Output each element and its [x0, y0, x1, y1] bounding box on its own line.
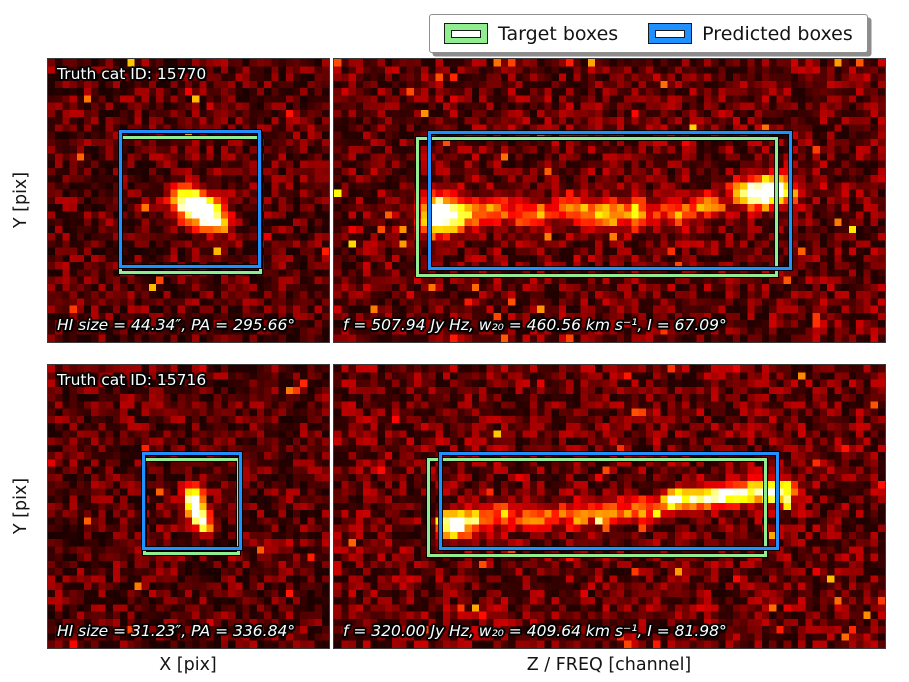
legend-entry-target: Target boxes [444, 23, 618, 45]
panel-spectral-15716: f = 320.00 Jy Hz, w₂₀ = 409.64 km s⁻¹, I… [333, 364, 886, 649]
measurement-annotation: HI size = 44.34″, PA = 295.66° [57, 316, 296, 335]
predicted-box [118, 128, 262, 269]
predicted-box [141, 451, 243, 551]
target-box-swatch-core [451, 29, 481, 38]
truth-cat-id-label: Truth cat ID: 15716 [57, 371, 207, 389]
measurement-annotation: f = 507.94 Jy Hz, w₂₀ = 460.56 km s⁻¹, I… [343, 316, 727, 335]
legend-entry-predicted: Predicted boxes [648, 23, 853, 45]
heatmap-canvas [334, 365, 885, 648]
predicted-box-swatch-icon [648, 23, 693, 44]
target-box [414, 135, 779, 279]
panel-spectral-15770: f = 507.94 Jy Hz, w₂₀ = 460.56 km s⁻¹, I… [333, 58, 886, 343]
panel-spatial-15770: Truth cat ID: 15770 HI size = 44.34″, PA… [47, 58, 330, 343]
heatmap-canvas [334, 59, 885, 342]
truth-cat-id-label: Truth cat ID: 15770 [57, 65, 207, 83]
measurement-annotation: HI size = 31.23″, PA = 336.84° [57, 622, 296, 641]
predicted-box [426, 129, 794, 271]
legend: Target boxes Predicted boxes [429, 14, 868, 53]
heatmap-canvas [48, 365, 329, 648]
x-axis-label-left: X [pix] [159, 655, 217, 675]
y-axis-label-bottom: Y [pix] [11, 477, 31, 535]
y-axis-label-top: Y [pix] [11, 171, 31, 229]
x-axis-label-right: Z / FREQ [channel] [526, 655, 692, 675]
legend-label-target: Target boxes [498, 22, 619, 45]
heatmap-canvas [48, 59, 329, 342]
target-box-swatch-icon [444, 23, 488, 44]
measurement-annotation: f = 320.00 Jy Hz, w₂₀ = 409.64 km s⁻¹, I… [343, 622, 727, 641]
panel-spatial-15716: Truth cat ID: 15716 HI size = 31.23″, PA… [47, 364, 330, 649]
predicted-box [437, 451, 781, 551]
predicted-box-swatch-core [655, 29, 686, 38]
target-box [425, 457, 768, 559]
legend-label-predicted: Predicted boxes [702, 22, 853, 45]
